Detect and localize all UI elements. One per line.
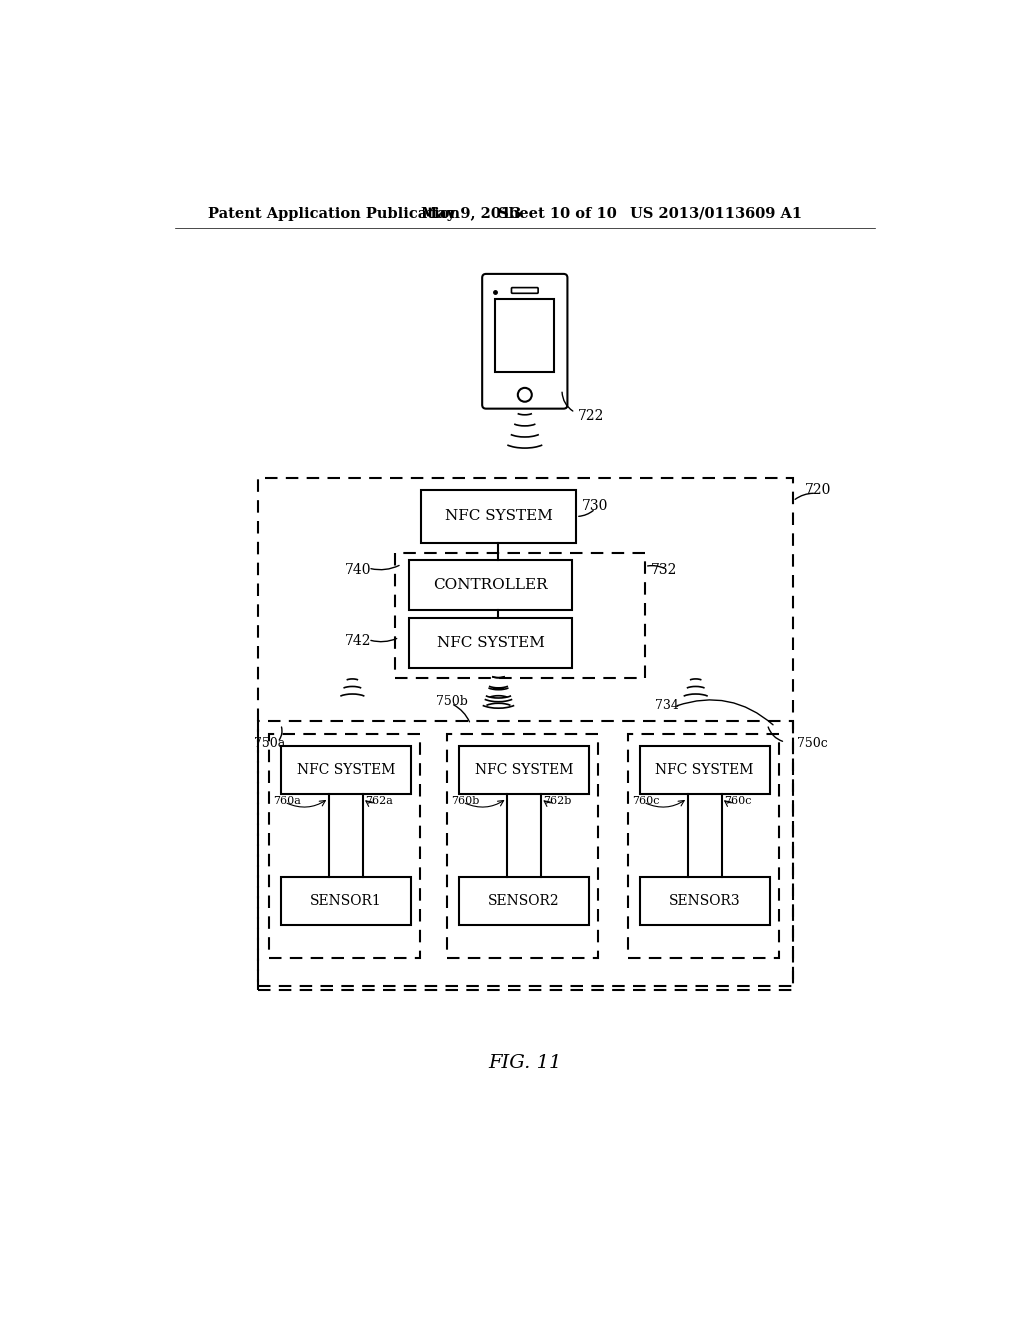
- Bar: [628, 734, 779, 958]
- FancyBboxPatch shape: [482, 275, 567, 409]
- Text: NFC SYSTEM: NFC SYSTEM: [444, 510, 552, 524]
- Bar: [447, 734, 598, 958]
- Text: 742: 742: [345, 634, 372, 648]
- Bar: [421, 490, 575, 544]
- Text: 740: 740: [345, 562, 372, 577]
- Text: NFC SYSTEM: NFC SYSTEM: [475, 763, 573, 776]
- Text: NFC SYSTEM: NFC SYSTEM: [655, 763, 754, 776]
- Bar: [640, 746, 770, 793]
- Text: 760c: 760c: [724, 796, 752, 807]
- Bar: [640, 876, 770, 924]
- Text: Sheet 10 of 10: Sheet 10 of 10: [499, 207, 617, 220]
- Bar: [281, 746, 411, 793]
- Text: 750b: 750b: [435, 694, 468, 708]
- Bar: [258, 478, 793, 990]
- Text: CONTROLLER: CONTROLLER: [433, 578, 548, 593]
- Text: SENSOR1: SENSOR1: [310, 894, 382, 908]
- Bar: [269, 734, 420, 958]
- Text: 750c: 750c: [797, 737, 827, 750]
- Bar: [281, 876, 411, 924]
- Text: 732: 732: [651, 562, 678, 577]
- Text: 720: 720: [805, 483, 830, 496]
- Bar: [410, 561, 572, 610]
- Text: 762b: 762b: [544, 796, 571, 807]
- Text: SENSOR2: SENSOR2: [488, 894, 560, 908]
- Text: 750a: 750a: [254, 737, 286, 750]
- Text: 760b: 760b: [452, 796, 479, 807]
- Text: 762a: 762a: [366, 796, 393, 807]
- Bar: [496, 300, 554, 372]
- Text: 730: 730: [583, 499, 608, 513]
- Bar: [459, 746, 589, 793]
- Bar: [410, 618, 572, 668]
- Text: 760a: 760a: [273, 796, 301, 807]
- Text: NFC SYSTEM: NFC SYSTEM: [437, 636, 545, 651]
- Bar: [459, 876, 589, 924]
- FancyBboxPatch shape: [511, 288, 539, 293]
- Text: 760c: 760c: [632, 796, 659, 807]
- Text: 734: 734: [655, 698, 679, 711]
- Text: Patent Application Publication: Patent Application Publication: [208, 207, 460, 220]
- Text: NFC SYSTEM: NFC SYSTEM: [297, 763, 395, 776]
- Text: FIG. 11: FIG. 11: [488, 1055, 561, 1072]
- Bar: [258, 721, 793, 986]
- Text: SENSOR3: SENSOR3: [669, 894, 740, 908]
- Bar: [395, 553, 645, 678]
- Text: May 9, 2013: May 9, 2013: [421, 207, 521, 220]
- Text: US 2013/0113609 A1: US 2013/0113609 A1: [630, 207, 803, 220]
- Circle shape: [518, 388, 531, 401]
- Text: 722: 722: [578, 409, 604, 424]
